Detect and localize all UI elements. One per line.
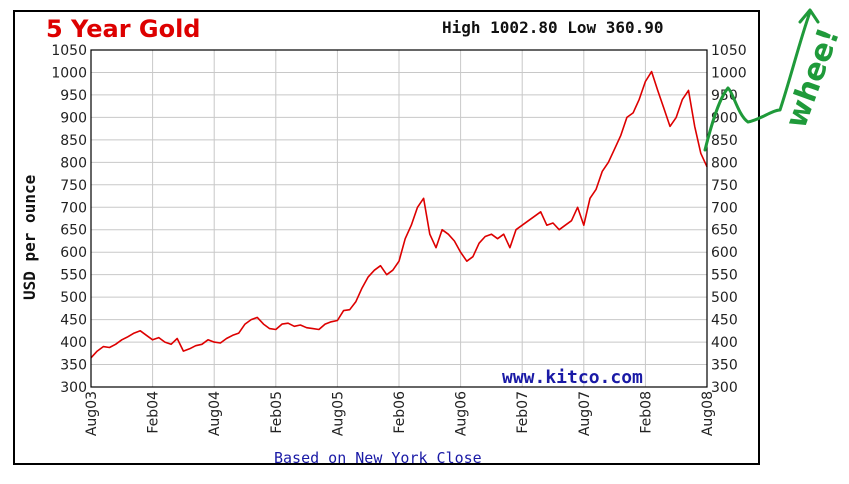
y-ticks-left: 1050 1000 950 900 850 800 750 700 650 600 550 500 45…: [51, 43, 87, 396]
y-tick-label-left: 650: [60, 223, 87, 239]
x-tick-label: Aug08: [700, 391, 716, 436]
x-tick-label: Aug03: [84, 391, 100, 436]
kitco-watermark[interactable]: www.kitco.com: [502, 367, 643, 388]
y-tick-label-right: 750: [711, 178, 738, 194]
x-ticks: Aug03 Feb04 Aug04 Feb05 Aug05 Feb06 Aug06 Feb07…: [84, 391, 716, 436]
x-tick-label: Aug07: [577, 391, 593, 436]
y-tick-label-right: 1000: [711, 65, 747, 81]
y-tick-label-right: 600: [711, 245, 738, 261]
y-tick-label-left: 1000: [51, 65, 87, 81]
y-tick-label-left: 800: [60, 155, 87, 171]
y-tick-label-right: 350: [711, 358, 738, 374]
y-tick-label-left: 350: [60, 358, 87, 374]
x-tick-label: Feb05: [269, 391, 285, 434]
footer-note: Based on New York Close: [274, 449, 482, 467]
y-tick-label-left: 300: [60, 380, 87, 396]
x-tick-label: Feb04: [146, 391, 162, 434]
x-tick-label: Feb06: [392, 391, 408, 434]
y-tick-label-right: 800: [711, 155, 738, 171]
y-tick-label-right: 850: [711, 133, 738, 149]
x-tick-label: Aug06: [454, 391, 470, 436]
annotation-arrow: [703, 8, 820, 152]
x-tick-label: Feb07: [515, 391, 531, 434]
y-tick-label-left: 950: [60, 88, 87, 104]
y-tick-label-left: 750: [60, 178, 87, 194]
y-ticks-right: 1050100095090085080075070065060055050045…: [711, 43, 747, 396]
gold-price-line: [90, 70, 708, 359]
y-tick-label-left: 600: [60, 245, 87, 261]
y-tick-label-left: 900: [60, 110, 87, 126]
y-tick-label-left: 550: [60, 268, 87, 284]
y-axis-label: USD per ounce: [20, 175, 39, 300]
y-tick-label-right: 650: [711, 223, 738, 239]
x-tick-label: Feb08: [638, 391, 654, 434]
y-tick-label-right: 1050: [711, 43, 747, 59]
x-tick-label: Aug05: [330, 391, 346, 436]
y-tick-label-right: 900: [711, 110, 738, 126]
chart-title: 5 Year Gold: [46, 15, 201, 43]
y-tick-label-left: 400: [60, 335, 87, 351]
y-tick-label-right: 500: [711, 290, 738, 306]
y-tick-label-left: 1050: [51, 43, 87, 59]
y-tick-label-right: 300: [711, 380, 738, 396]
y-tick-label-left: 850: [60, 133, 87, 149]
y-tick-label-right: 450: [711, 313, 738, 329]
y-tick-label-left: 450: [60, 313, 87, 329]
grid-lines: [90, 49, 708, 388]
x-tick-label: Aug04: [207, 391, 223, 436]
y-tick-label-left: 500: [60, 290, 87, 306]
y-tick-label-right: 550: [711, 268, 738, 284]
y-tick-label-right: 700: [711, 200, 738, 216]
plot-border: [90, 49, 708, 388]
y-tick-label-right: 400: [711, 335, 738, 351]
y-tick-label-left: 700: [60, 200, 87, 216]
high-low-readout: High 1002.80 Low 360.90: [442, 18, 664, 37]
chart-frame: [13, 10, 760, 465]
